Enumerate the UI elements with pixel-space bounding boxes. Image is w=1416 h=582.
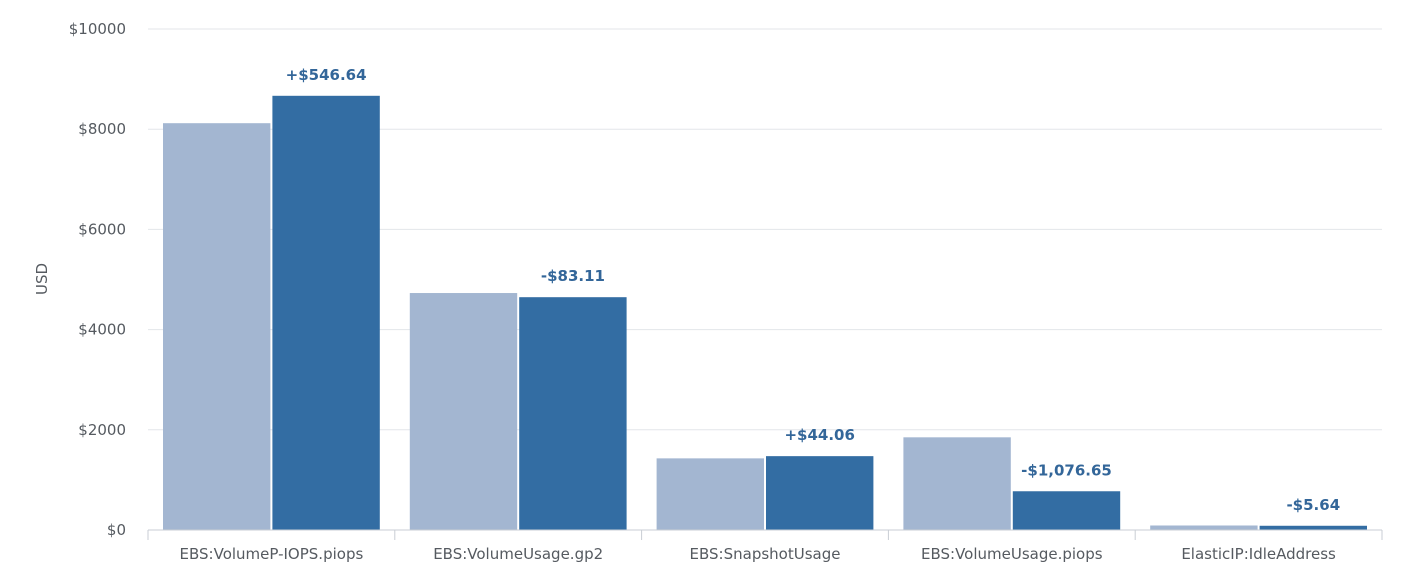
- x-category-label: EBS:VolumeP-IOPS.piops: [180, 545, 364, 563]
- y-tick-label: $0: [107, 521, 126, 539]
- bar-current: [1259, 525, 1367, 530]
- bar-previous: [1150, 525, 1258, 530]
- y-tick-label: $8000: [78, 120, 126, 138]
- delta-label: +$44.06: [784, 426, 854, 444]
- bar-previous: [409, 293, 518, 530]
- y-tick-label: $2000: [78, 421, 126, 439]
- y-tick-label: $10000: [69, 20, 126, 38]
- x-category-label: ElasticIP:IdleAddress: [1181, 545, 1336, 563]
- x-axis-ticks: [147, 530, 1383, 540]
- bar-current: [766, 456, 874, 530]
- bar-current: [519, 297, 627, 530]
- delta-label: -$1,076.65: [1021, 461, 1112, 479]
- bar-previous: [903, 437, 1011, 530]
- y-axis-ticks: $0 $2000 $4000 $6000 $8000 $10000: [69, 20, 126, 539]
- x-axis-categories: EBS:VolumeP-IOPS.piops EBS:VolumeUsage.gp…: [180, 545, 1337, 563]
- x-category-label: EBS:VolumeUsage.gp2: [433, 545, 603, 563]
- bar-current: [272, 95, 380, 531]
- y-tick-label: $6000: [78, 220, 126, 238]
- x-category-label: EBS:VolumeUsage.piops: [921, 545, 1103, 563]
- bar-previous: [656, 458, 764, 530]
- bar-previous: [163, 123, 271, 531]
- delta-labels: +$546.64 -$83.11 +$44.06 -$1,076.65 -$5.64: [286, 66, 1340, 514]
- delta-label: -$5.64: [1286, 496, 1340, 514]
- bars: [163, 95, 1367, 531]
- delta-label: -$83.11: [541, 267, 605, 285]
- delta-label: +$546.64: [286, 66, 367, 84]
- x-category-label: EBS:SnapshotUsage: [690, 545, 841, 563]
- bar-current: [1012, 491, 1121, 530]
- y-tick-label: $4000: [78, 321, 126, 339]
- y-axis-title: USD: [33, 263, 51, 295]
